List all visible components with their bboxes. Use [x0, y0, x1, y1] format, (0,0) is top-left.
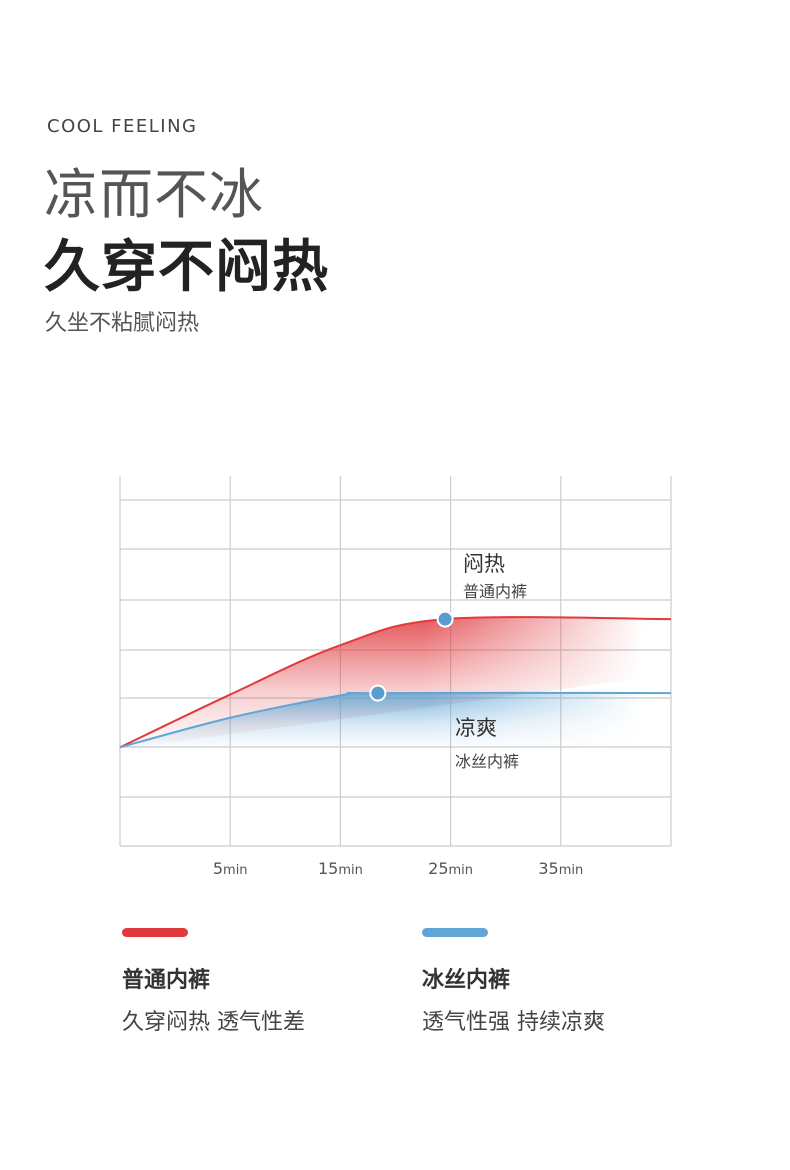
legend-name-regular: 普通内裤: [122, 968, 211, 993]
series-marker-regular: [436, 610, 454, 628]
page-subtitle: 久坐不粘腻闷热: [45, 311, 200, 336]
series-line-regular: [119, 616, 672, 749]
series-annotation-main-ice-silk: 凉爽: [455, 716, 497, 740]
page-title-line1: 凉而不冰: [44, 163, 264, 226]
x-tick-label-2: 25min: [428, 859, 473, 878]
page-title-line2: 久穿不闷热: [44, 235, 329, 300]
x-tick-label-3: 35min: [538, 859, 583, 878]
series-marker-ice-silk: [369, 684, 387, 702]
section-eyebrow: COOL FEELING: [47, 116, 198, 137]
series-annotation-main-regular: 闷热: [463, 552, 505, 576]
x-tick-label-1: 15min: [318, 859, 363, 878]
series-area-ice-silk: [120, 692, 671, 750]
x-tick-label-0: 5min: [213, 859, 248, 878]
legend-swatch-regular: [122, 928, 188, 937]
legend-name-ice-silk: 冰丝内裤: [422, 968, 511, 993]
legend-swatch-ice-silk: [422, 928, 488, 937]
legend-item-regular: 普通内裤 久穿闷热 透气性差: [122, 928, 305, 1036]
legend-item-ice-silk: 冰丝内裤 透气性强 持续凉爽: [422, 928, 605, 1036]
series-annotation-sub-regular: 普通内裤: [463, 582, 527, 601]
series-annotation-sub-ice-silk: 冰丝内裤: [455, 752, 519, 771]
series-line-ice-silk: [119, 691, 672, 749]
legend-desc-ice-silk: 透气性强 持续凉爽: [422, 1010, 605, 1035]
legend-desc-regular: 久穿闷热 透气性差: [122, 1010, 305, 1035]
